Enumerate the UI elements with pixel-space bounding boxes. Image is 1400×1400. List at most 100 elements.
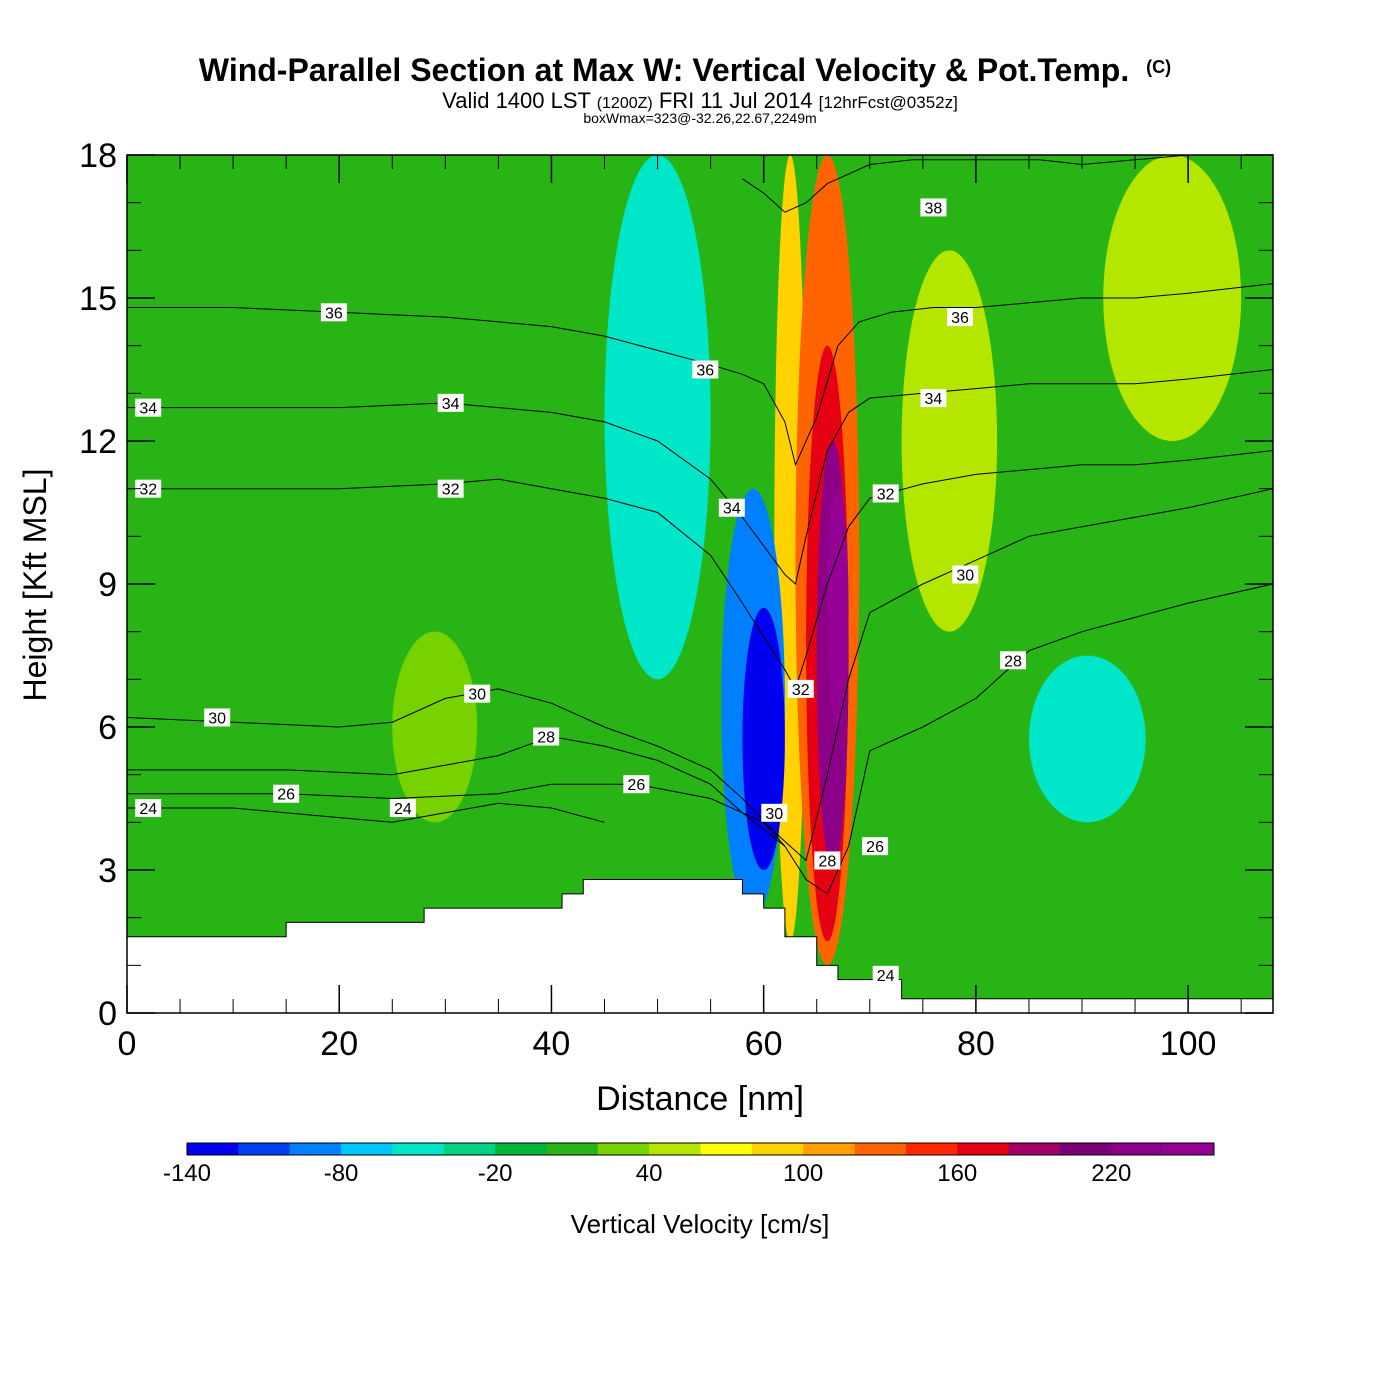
subtitle-utc: (1200Z) bbox=[597, 95, 653, 112]
contour-label-text: 38 bbox=[925, 200, 943, 217]
theta-contour-26 bbox=[127, 783, 786, 847]
contour-label-box bbox=[135, 398, 162, 417]
contour-label-19: 26 bbox=[273, 784, 300, 804]
contour-label-box bbox=[946, 308, 973, 327]
contour-label-9: 32 bbox=[437, 479, 464, 499]
contour-label-text: 24 bbox=[139, 801, 157, 818]
x-tick-label: 60 bbox=[745, 1025, 783, 1063]
contour-label-box bbox=[273, 784, 300, 803]
contour-label-box bbox=[437, 393, 464, 412]
theta-contour-36 bbox=[127, 283, 1273, 467]
contour-label-text: 30 bbox=[765, 806, 783, 823]
contour-label-box bbox=[204, 708, 231, 727]
theta-contour-24 bbox=[127, 802, 605, 823]
contour-label-7: 34 bbox=[718, 498, 745, 518]
colorbar-tick-label: -80 bbox=[324, 1160, 359, 1187]
contour-label-box bbox=[718, 498, 745, 517]
contour-label-17: 28 bbox=[814, 851, 841, 870]
velocity-feature-8 bbox=[1028, 655, 1146, 823]
colorbar-swatch-2 bbox=[289, 1143, 342, 1155]
contour-label-text: 32 bbox=[792, 682, 810, 699]
contour-label-21: 26 bbox=[862, 837, 889, 856]
contour-label-16: 28 bbox=[1000, 651, 1027, 670]
colorbar-tick-label: 100 bbox=[783, 1160, 823, 1187]
contour-label-box bbox=[135, 479, 162, 498]
y-tick-label: 6 bbox=[98, 709, 117, 747]
x-tick-label: 80 bbox=[957, 1025, 995, 1063]
contour-label-text: 32 bbox=[442, 482, 460, 499]
colorbar: -140 -80 -20 40 100 160 220 bbox=[163, 1142, 1215, 1187]
contour-label-8: 32 bbox=[135, 479, 162, 499]
contour-label-text: 30 bbox=[468, 687, 486, 704]
subtitle-forecast: [12hrFcst@0352z] bbox=[819, 93, 958, 112]
contour-label-text: 24 bbox=[877, 968, 895, 985]
contour-label-text: 36 bbox=[325, 305, 343, 322]
contour-label-box bbox=[920, 389, 947, 408]
y-tick-label: 18 bbox=[79, 137, 117, 175]
velocity-feature-6 bbox=[742, 607, 785, 870]
chart-subtitle: Valid 1400 LST (1200Z) FRI 11 Jul 2014 [… bbox=[442, 88, 958, 113]
contour-label-box bbox=[872, 484, 899, 503]
contour-label-22: 24 bbox=[135, 799, 162, 818]
colorbar-swatch-0 bbox=[187, 1143, 239, 1155]
colorbar-swatch-7 bbox=[546, 1143, 599, 1155]
contour-label-text: 34 bbox=[925, 391, 943, 408]
contour-label-15: 30 bbox=[761, 803, 788, 823]
contour-label-text: 34 bbox=[723, 501, 741, 518]
colorbar-tick-label: 220 bbox=[1091, 1160, 1131, 1187]
contour-label-24: 24 bbox=[872, 965, 899, 985]
terrain-profile bbox=[127, 879, 1273, 1013]
theta-contours bbox=[127, 155, 1273, 895]
colorbar-swatch-19 bbox=[1162, 1143, 1215, 1155]
chart-title: Wind-Parallel Section at Max W: Vertical… bbox=[199, 52, 1171, 88]
contour-label-text: 32 bbox=[139, 482, 157, 499]
contour-label-box bbox=[623, 775, 650, 794]
colorbar-swatch-11 bbox=[751, 1143, 804, 1155]
contour-label-box bbox=[761, 803, 788, 822]
y-tick-label: 9 bbox=[98, 566, 117, 604]
contour-label-box bbox=[814, 851, 841, 870]
theta-contour-38 bbox=[742, 155, 1273, 213]
contour-label-text: 36 bbox=[696, 363, 714, 380]
x-axis-label: Distance [nm] bbox=[596, 1080, 804, 1118]
contour-label-1: 36 bbox=[692, 360, 719, 380]
contour-label-box bbox=[1000, 651, 1027, 670]
chart-subtitle-2: boxWmax=323@-32.26,22.67,2249m bbox=[583, 110, 816, 126]
contour-label-0: 36 bbox=[320, 303, 347, 322]
colorbar-swatch-6 bbox=[495, 1143, 547, 1155]
colorbar-swatch-9 bbox=[649, 1143, 701, 1155]
velocity-feature-9 bbox=[1103, 155, 1242, 441]
contour-label-box bbox=[862, 837, 889, 856]
colorbar-swatch-12 bbox=[803, 1143, 856, 1155]
contour-labels: 36 36 36 38 34 34 34 34 32 32 32 32 30 30 30 30 28 28 28 26… bbox=[135, 198, 1027, 985]
colorbar-swatch-5 bbox=[443, 1143, 496, 1155]
contour-label-box bbox=[952, 565, 979, 584]
contour-label-box bbox=[320, 303, 347, 322]
contour-label-13: 30 bbox=[464, 684, 491, 704]
contour-label-box bbox=[464, 684, 491, 703]
subtitle-date: FRI 11 Jul 2014 bbox=[659, 88, 813, 113]
x-tick-label: 20 bbox=[320, 1025, 358, 1063]
colorbar-swatch-15 bbox=[957, 1143, 1010, 1155]
colorbar-tick-label: -140 bbox=[163, 1160, 211, 1187]
contour-label-14: 30 bbox=[952, 565, 979, 584]
contour-label-text: 34 bbox=[139, 401, 157, 418]
y-tick-label: 3 bbox=[98, 852, 117, 890]
contour-label-box bbox=[437, 479, 464, 498]
x-tick-label: 40 bbox=[533, 1025, 571, 1063]
contour-label-text: 30 bbox=[208, 710, 226, 727]
contour-label-text: 32 bbox=[877, 486, 895, 503]
contour-label-text: 26 bbox=[866, 839, 884, 856]
colorbar-swatch-4 bbox=[392, 1143, 445, 1155]
velocity-feature-4 bbox=[827, 488, 849, 727]
chart-title-text: Wind-Parallel Section at Max W: Vertical… bbox=[199, 52, 1129, 88]
contour-label-box bbox=[533, 727, 560, 746]
contour-label-18: 28 bbox=[533, 727, 560, 747]
terrain-mask bbox=[127, 879, 1273, 1013]
contour-label-11: 32 bbox=[787, 679, 814, 699]
contour-label-text: 34 bbox=[442, 396, 460, 413]
copyright-mark: (C) bbox=[1146, 57, 1171, 77]
contour-label-box bbox=[389, 799, 416, 818]
